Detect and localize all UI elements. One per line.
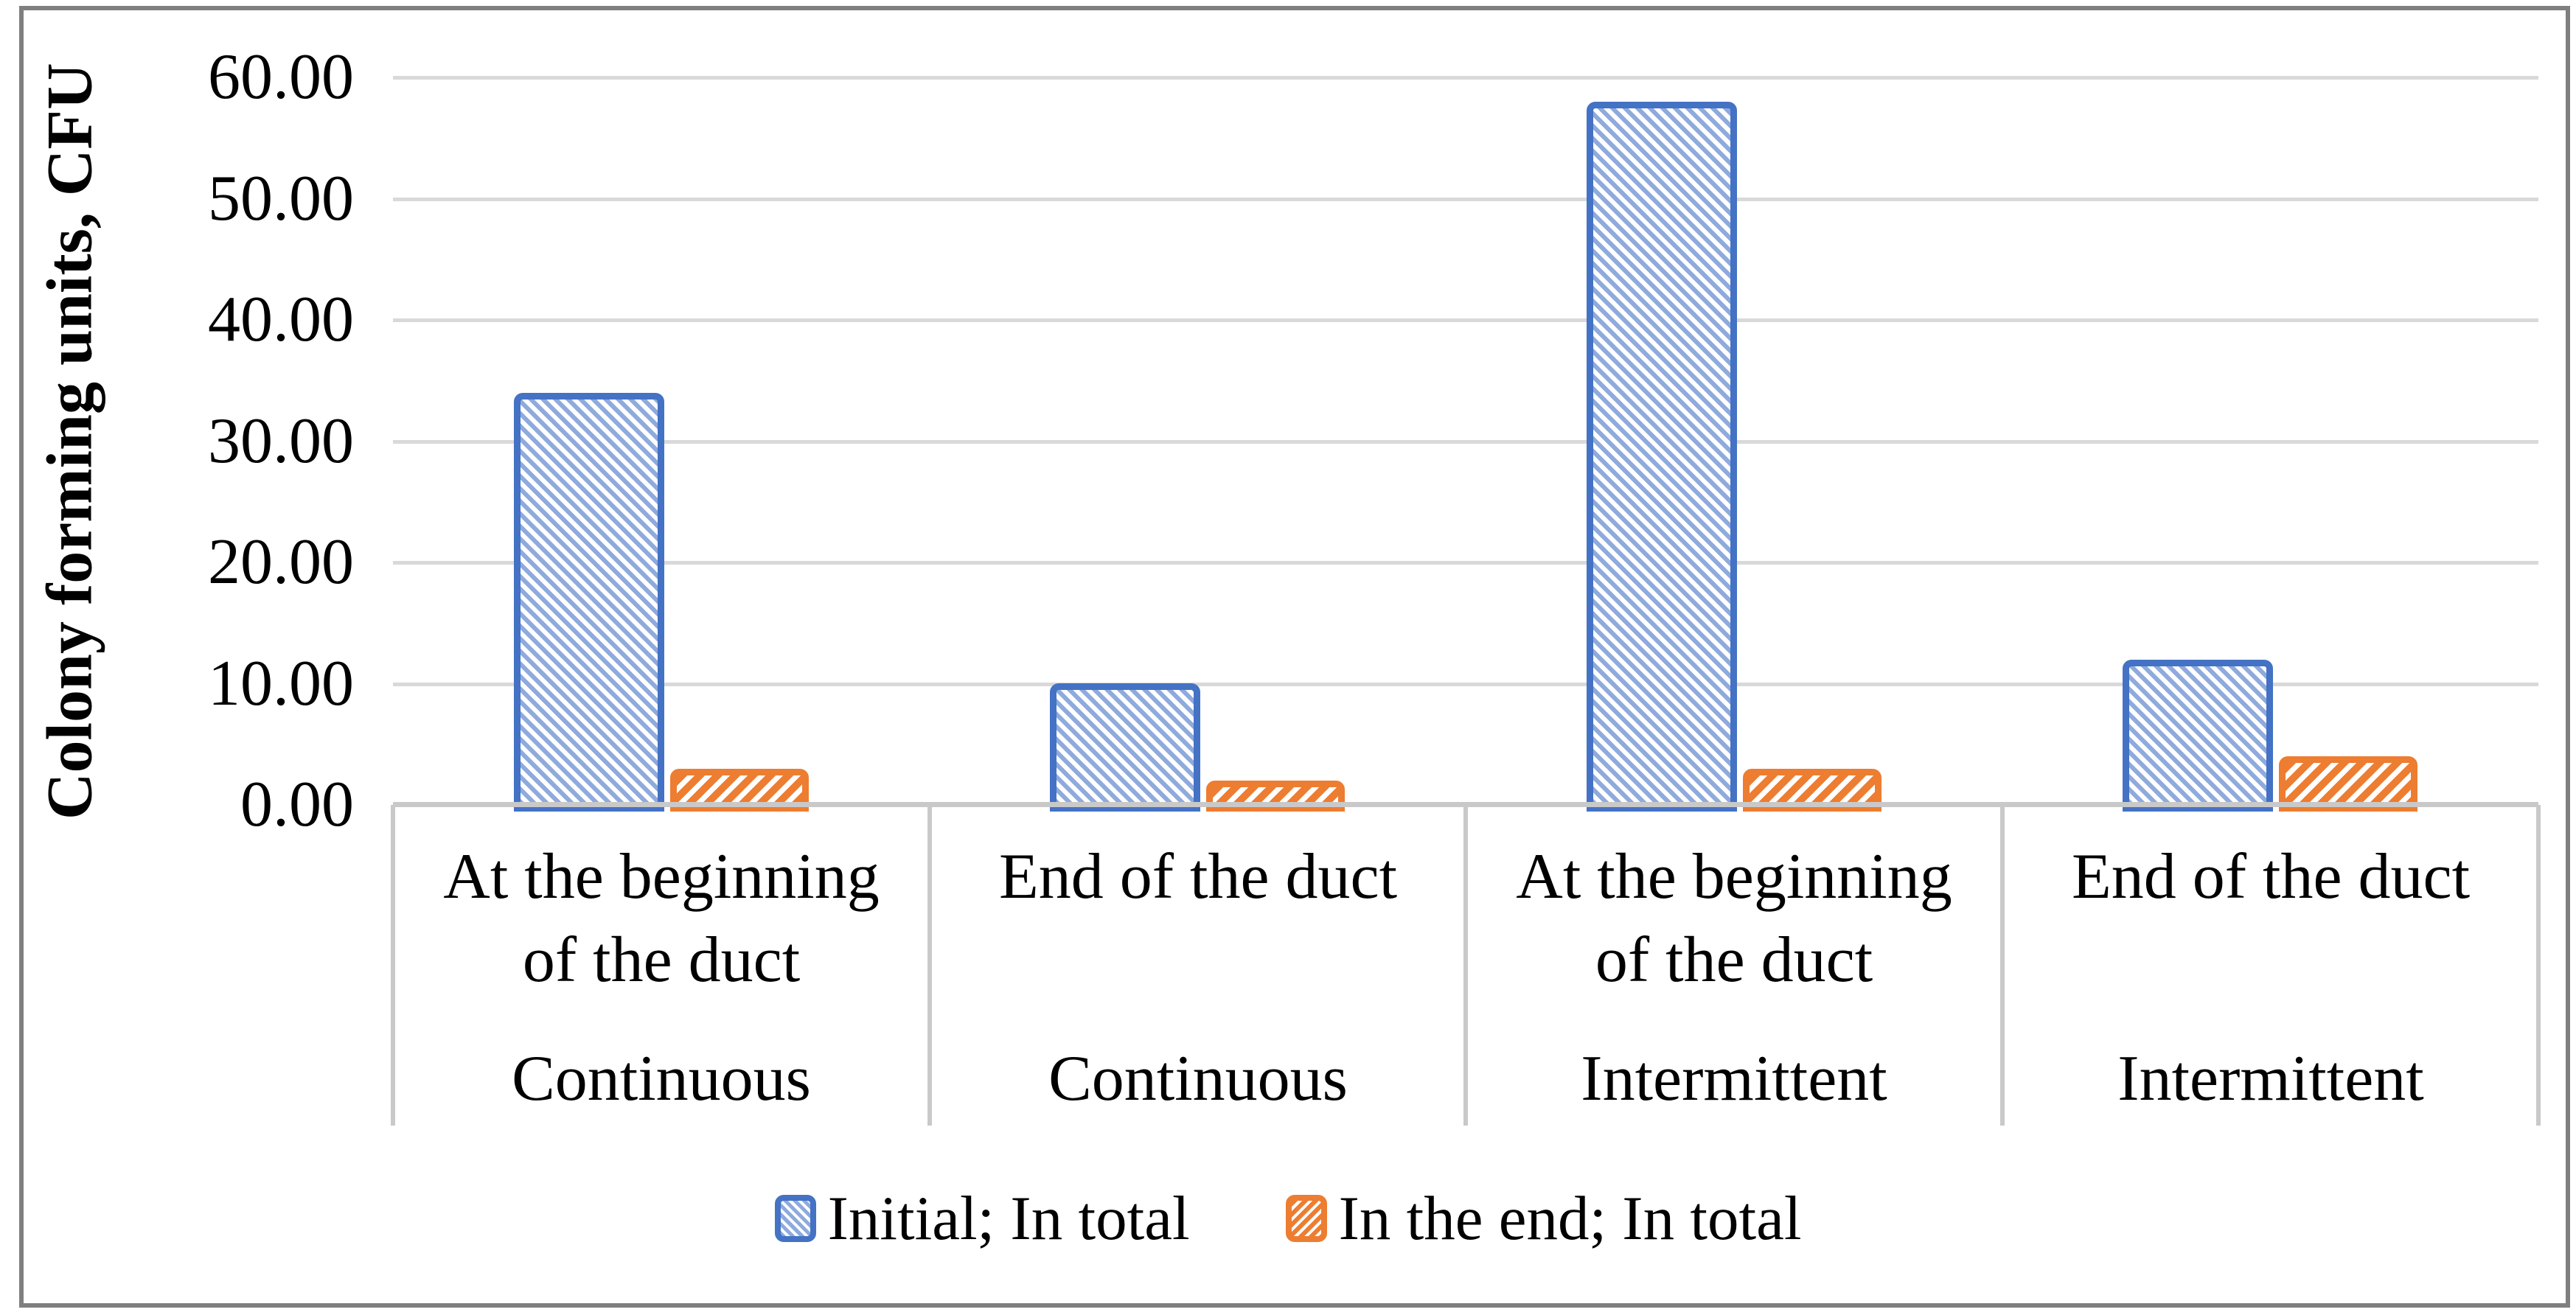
y-tick-label: 60.00 bbox=[208, 41, 354, 113]
legend-label: Initial; In total bbox=[827, 1183, 1190, 1253]
x-group-label: Intermittent bbox=[1581, 1043, 1887, 1115]
legend-swatch-icon bbox=[774, 1195, 816, 1242]
plot-area bbox=[393, 76, 2538, 812]
bar-series1-cat1 bbox=[514, 393, 664, 812]
x-category-cell-4: End of the duct Intermittent bbox=[2002, 805, 2539, 1126]
x-axis-line bbox=[393, 802, 2538, 807]
x-axis-divider bbox=[927, 805, 932, 1126]
x-axis-divider bbox=[2536, 805, 2541, 1126]
x-axis-divider bbox=[391, 805, 395, 1126]
x-group-label: Continuous bbox=[512, 1043, 811, 1115]
bar-series1-cat4 bbox=[2123, 660, 2273, 812]
x-category-label: End of the duct bbox=[2071, 841, 2471, 913]
gridline bbox=[393, 440, 2538, 444]
legend-swatch-icon bbox=[1285, 1195, 1327, 1242]
x-category-label: At the beginning of the duct bbox=[443, 841, 880, 996]
x-axis: At the beginning of the duct Continuous En… bbox=[391, 805, 2541, 1126]
gridline bbox=[393, 198, 2538, 201]
gridline bbox=[393, 76, 2538, 80]
x-group-label: Continuous bbox=[1048, 1043, 1348, 1115]
x-axis-divider bbox=[2000, 805, 2005, 1126]
x-category-cell-2: End of the duct Continuous bbox=[930, 805, 1466, 1126]
gridline bbox=[393, 318, 2538, 322]
x-category-cell-1: At the beginning of the duct Continuous bbox=[393, 805, 930, 1126]
y-tick-label: 10.00 bbox=[208, 648, 354, 719]
y-tick-label: 0.00 bbox=[240, 769, 354, 840]
legend-label: In the end; In total bbox=[1338, 1183, 1802, 1253]
y-tick-label: 40.00 bbox=[208, 284, 354, 355]
legend: Initial; In total In the end; In total bbox=[0, 1163, 2576, 1274]
x-group-label: Intermittent bbox=[2117, 1043, 2424, 1115]
bar-series1-cat3 bbox=[1587, 102, 1737, 812]
x-category-cell-3: At the beginning of the duct Intermittent bbox=[1466, 805, 2002, 1126]
gridline bbox=[393, 683, 2538, 686]
legend-item-1: Initial; In total bbox=[774, 1183, 1190, 1253]
bar-series1-cat2 bbox=[1050, 683, 1200, 812]
legend-item-2: In the end; In total bbox=[1285, 1183, 1802, 1253]
x-category-label: End of the duct bbox=[998, 841, 1398, 913]
y-tick-label: 20.00 bbox=[208, 526, 354, 598]
y-tick-label: 50.00 bbox=[208, 163, 354, 234]
x-axis-divider bbox=[1463, 805, 1468, 1126]
gridline bbox=[393, 561, 2538, 565]
y-tick-label: 30.00 bbox=[208, 405, 354, 477]
x-category-label: At the beginning of the duct bbox=[1516, 841, 1952, 996]
